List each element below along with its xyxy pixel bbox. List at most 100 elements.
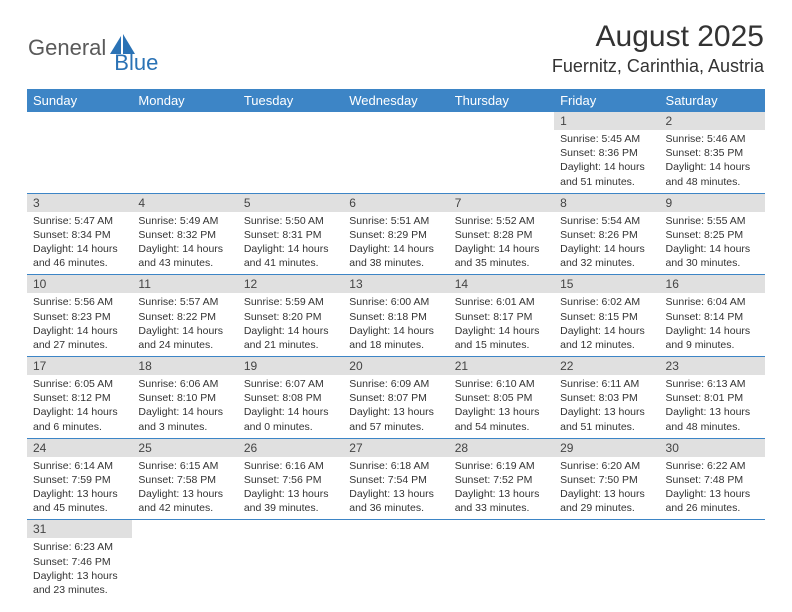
- day-cell: 28Sunrise: 6:19 AMSunset: 7:52 PMDayligh…: [449, 438, 554, 520]
- day-cell: 6Sunrise: 5:51 AMSunset: 8:29 PMDaylight…: [343, 193, 448, 275]
- daylight-2: and 29 minutes.: [560, 501, 653, 515]
- sunset: Sunset: 8:22 PM: [138, 310, 231, 324]
- daylight-1: Daylight: 14 hours: [244, 242, 337, 256]
- day-cell: 18Sunrise: 6:06 AMSunset: 8:10 PMDayligh…: [132, 357, 237, 439]
- daylight-2: and 42 minutes.: [138, 501, 231, 515]
- daylight-1: Daylight: 13 hours: [455, 405, 548, 419]
- daylight-2: and 45 minutes.: [33, 501, 126, 515]
- day-number: 4: [132, 194, 237, 212]
- day-info: Sunrise: 6:11 AMSunset: 8:03 PMDaylight:…: [554, 375, 659, 438]
- day-number: 31: [27, 520, 132, 538]
- sunrise: Sunrise: 6:13 AM: [666, 377, 759, 391]
- day-info: Sunrise: 6:18 AMSunset: 7:54 PMDaylight:…: [343, 457, 448, 520]
- calendar-row: 31Sunrise: 6:23 AMSunset: 7:46 PMDayligh…: [27, 520, 765, 601]
- day-cell: 19Sunrise: 6:07 AMSunset: 8:08 PMDayligh…: [238, 357, 343, 439]
- weekday-head: Sunday: [27, 89, 132, 112]
- day-number: 29: [554, 439, 659, 457]
- day-number: 23: [660, 357, 765, 375]
- daylight-2: and 46 minutes.: [33, 256, 126, 270]
- sunrise: Sunrise: 6:15 AM: [138, 459, 231, 473]
- daylight-1: Daylight: 13 hours: [33, 569, 126, 583]
- calendar-row: 17Sunrise: 6:05 AMSunset: 8:12 PMDayligh…: [27, 357, 765, 439]
- sunrise: Sunrise: 5:50 AM: [244, 214, 337, 228]
- calendar-row: 10Sunrise: 5:56 AMSunset: 8:23 PMDayligh…: [27, 275, 765, 357]
- weekday-head: Saturday: [660, 89, 765, 112]
- day-number: 16: [660, 275, 765, 293]
- sunset: Sunset: 8:36 PM: [560, 146, 653, 160]
- sunrise: Sunrise: 6:11 AM: [560, 377, 653, 391]
- sunset: Sunset: 8:35 PM: [666, 146, 759, 160]
- sunset: Sunset: 7:48 PM: [666, 473, 759, 487]
- weekday-head: Wednesday: [343, 89, 448, 112]
- day-cell: 15Sunrise: 6:02 AMSunset: 8:15 PMDayligh…: [554, 275, 659, 357]
- day-number: 25: [132, 439, 237, 457]
- empty-cell: [238, 520, 343, 601]
- day-cell: 4Sunrise: 5:49 AMSunset: 8:32 PMDaylight…: [132, 193, 237, 275]
- day-info: Sunrise: 6:09 AMSunset: 8:07 PMDaylight:…: [343, 375, 448, 438]
- sunset: Sunset: 7:52 PM: [455, 473, 548, 487]
- day-cell: 2Sunrise: 5:46 AMSunset: 8:35 PMDaylight…: [660, 112, 765, 193]
- sunrise: Sunrise: 6:07 AM: [244, 377, 337, 391]
- daylight-1: Daylight: 13 hours: [560, 487, 653, 501]
- daylight-1: Daylight: 14 hours: [244, 324, 337, 338]
- day-info: Sunrise: 6:20 AMSunset: 7:50 PMDaylight:…: [554, 457, 659, 520]
- sunrise: Sunrise: 6:05 AM: [33, 377, 126, 391]
- day-info: Sunrise: 6:10 AMSunset: 8:05 PMDaylight:…: [449, 375, 554, 438]
- day-info: Sunrise: 6:19 AMSunset: 7:52 PMDaylight:…: [449, 457, 554, 520]
- daylight-2: and 21 minutes.: [244, 338, 337, 352]
- day-number: 8: [554, 194, 659, 212]
- daylight-2: and 54 minutes.: [455, 420, 548, 434]
- day-number: 13: [343, 275, 448, 293]
- daylight-2: and 51 minutes.: [560, 420, 653, 434]
- sunrise: Sunrise: 6:09 AM: [349, 377, 442, 391]
- sunset: Sunset: 8:05 PM: [455, 391, 548, 405]
- empty-cell: [27, 112, 132, 193]
- sunrise: Sunrise: 5:51 AM: [349, 214, 442, 228]
- day-cell: 23Sunrise: 6:13 AMSunset: 8:01 PMDayligh…: [660, 357, 765, 439]
- day-info: Sunrise: 6:07 AMSunset: 8:08 PMDaylight:…: [238, 375, 343, 438]
- daylight-2: and 48 minutes.: [666, 420, 759, 434]
- empty-cell: [449, 520, 554, 601]
- calendar-row: 24Sunrise: 6:14 AMSunset: 7:59 PMDayligh…: [27, 438, 765, 520]
- day-number: 24: [27, 439, 132, 457]
- day-number: 15: [554, 275, 659, 293]
- daylight-1: Daylight: 14 hours: [33, 405, 126, 419]
- day-number: 10: [27, 275, 132, 293]
- day-number: 18: [132, 357, 237, 375]
- sunset: Sunset: 7:46 PM: [33, 555, 126, 569]
- day-info: Sunrise: 5:55 AMSunset: 8:25 PMDaylight:…: [660, 212, 765, 275]
- sunset: Sunset: 8:03 PM: [560, 391, 653, 405]
- day-cell: 22Sunrise: 6:11 AMSunset: 8:03 PMDayligh…: [554, 357, 659, 439]
- day-info: Sunrise: 5:51 AMSunset: 8:29 PMDaylight:…: [343, 212, 448, 275]
- day-cell: 11Sunrise: 5:57 AMSunset: 8:22 PMDayligh…: [132, 275, 237, 357]
- day-info: Sunrise: 6:22 AMSunset: 7:48 PMDaylight:…: [660, 457, 765, 520]
- sunrise: Sunrise: 6:20 AM: [560, 459, 653, 473]
- daylight-2: and 3 minutes.: [138, 420, 231, 434]
- daylight-2: and 36 minutes.: [349, 501, 442, 515]
- day-number: 19: [238, 357, 343, 375]
- empty-cell: [660, 520, 765, 601]
- daylight-1: Daylight: 14 hours: [138, 324, 231, 338]
- day-number: 30: [660, 439, 765, 457]
- day-cell: 27Sunrise: 6:18 AMSunset: 7:54 PMDayligh…: [343, 438, 448, 520]
- day-number: 17: [27, 357, 132, 375]
- daylight-2: and 48 minutes.: [666, 175, 759, 189]
- daylight-1: Daylight: 14 hours: [244, 405, 337, 419]
- day-number: 7: [449, 194, 554, 212]
- day-info: Sunrise: 6:05 AMSunset: 8:12 PMDaylight:…: [27, 375, 132, 438]
- day-info: Sunrise: 5:49 AMSunset: 8:32 PMDaylight:…: [132, 212, 237, 275]
- empty-cell: [132, 112, 237, 193]
- daylight-2: and 27 minutes.: [33, 338, 126, 352]
- sunset: Sunset: 8:28 PM: [455, 228, 548, 242]
- day-number: 2: [660, 112, 765, 130]
- daylight-1: Daylight: 14 hours: [666, 324, 759, 338]
- daylight-1: Daylight: 14 hours: [33, 324, 126, 338]
- day-number: 5: [238, 194, 343, 212]
- sunrise: Sunrise: 6:18 AM: [349, 459, 442, 473]
- calendar-head: Sunday Monday Tuesday Wednesday Thursday…: [27, 89, 765, 112]
- calendar-row: 1Sunrise: 5:45 AMSunset: 8:36 PMDaylight…: [27, 112, 765, 193]
- sunrise: Sunrise: 6:14 AM: [33, 459, 126, 473]
- day-info: Sunrise: 6:15 AMSunset: 7:58 PMDaylight:…: [132, 457, 237, 520]
- day-info: Sunrise: 6:13 AMSunset: 8:01 PMDaylight:…: [660, 375, 765, 438]
- daylight-2: and 35 minutes.: [455, 256, 548, 270]
